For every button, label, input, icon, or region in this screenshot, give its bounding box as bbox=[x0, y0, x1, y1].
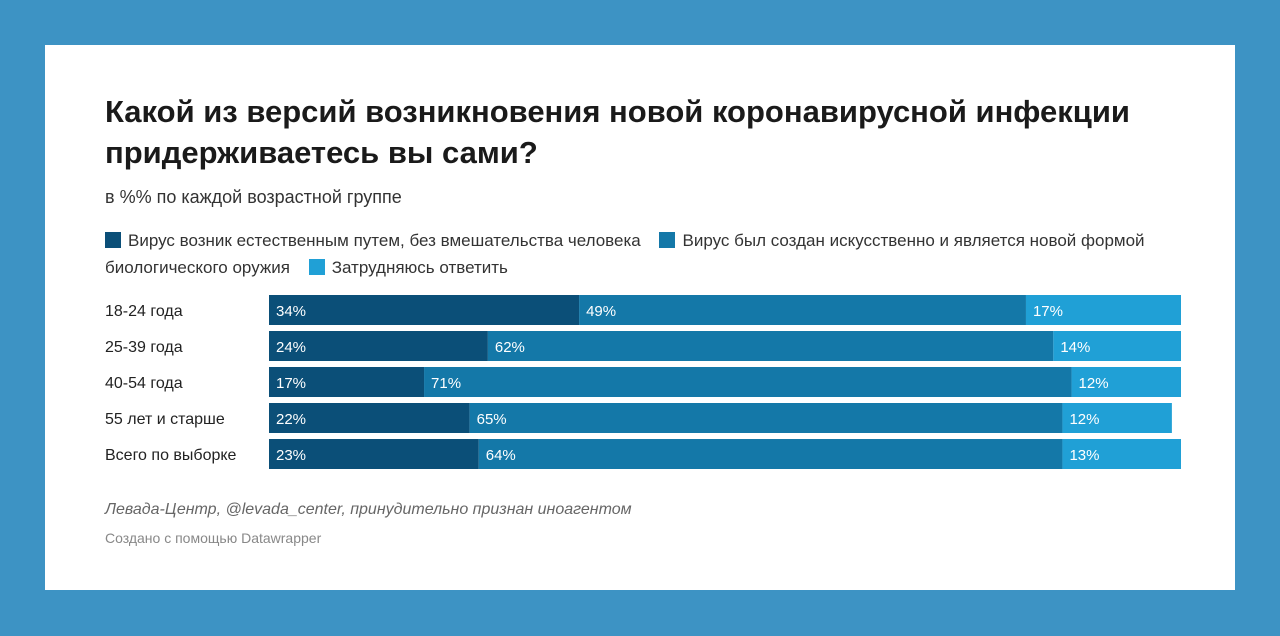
source-note: Левада-Центр, @levada_center, принудител… bbox=[105, 501, 632, 518]
bar-value-label: 14% bbox=[1060, 339, 1090, 356]
bar-segment-natural bbox=[269, 439, 479, 469]
bar-segment-artificial bbox=[424, 367, 1072, 397]
bar-value-label: 17% bbox=[276, 375, 306, 392]
bar-segment-natural bbox=[269, 295, 580, 325]
bar-segment-artificial bbox=[579, 295, 1026, 325]
bar-segment-unsure bbox=[1025, 295, 1181, 325]
bar-value-label: 34% bbox=[276, 303, 306, 320]
bar-value-label: 23% bbox=[276, 447, 306, 464]
bar-segment-artificial bbox=[478, 439, 1063, 469]
bar-value-label: 65% bbox=[477, 411, 507, 428]
bar-segment-unsure bbox=[1053, 331, 1181, 361]
bar-segment-artificial bbox=[469, 403, 1063, 433]
bar-value-label: 13% bbox=[1069, 447, 1099, 464]
category-label: Всего по выборке bbox=[105, 447, 237, 464]
chart-subtitle: в %% по каждой возрастной группе bbox=[105, 187, 402, 207]
chart-legend: Вирус возник естественным путем, без вме… bbox=[105, 227, 1165, 281]
legend-swatch-natural bbox=[105, 232, 121, 248]
bar-value-label: 17% bbox=[1033, 303, 1063, 320]
bar-value-label: 12% bbox=[1079, 375, 1109, 392]
stacked-bar-chart: 18-24 года 34% 49% 17% 25-39 года 24% 62% 14% 40… bbox=[105, 295, 1181, 469]
legend-swatch-unsure bbox=[308, 259, 325, 275]
bar-value-label: 49% bbox=[586, 303, 616, 320]
bar-value-label: 64% bbox=[486, 447, 516, 464]
bar-segment-unsure bbox=[1062, 439, 1181, 469]
bar-segment-unsure bbox=[1071, 367, 1181, 397]
legend-swatch-artificial bbox=[659, 232, 676, 248]
category-label: 25-39 года bbox=[105, 339, 183, 356]
legend-label-unsure: Затрудняюсь ответить bbox=[331, 258, 508, 277]
bar-segment-natural bbox=[269, 331, 488, 361]
bar-value-label: 71% bbox=[431, 375, 461, 392]
category-label: 55 лет и старше bbox=[105, 411, 225, 428]
legend-item-natural: Вирус возник естественным путем, без вме… bbox=[105, 231, 641, 250]
bar-value-label: 24% bbox=[276, 339, 306, 356]
bar-segment-natural bbox=[269, 367, 425, 397]
bar-value-label: 22% bbox=[276, 411, 306, 428]
bar-value-label: 12% bbox=[1069, 411, 1099, 428]
bar-segment-natural bbox=[269, 403, 470, 433]
legend-item-artificial: Вирус был создан искусственно и является… bbox=[105, 231, 1145, 277]
category-label: 18-24 года bbox=[105, 303, 183, 320]
legend-label-natural: Вирус возник естественным путем, без вме… bbox=[128, 231, 641, 250]
credit-note: Создано с помощью Datawrapper bbox=[105, 530, 322, 546]
bar-segment-unsure bbox=[1062, 403, 1172, 433]
legend-item-unsure: Затрудняюсь ответить bbox=[308, 258, 508, 277]
category-label: 40-54 года bbox=[105, 375, 183, 392]
chart-title: Какой из версий возникновения новой коро… bbox=[105, 94, 1130, 170]
chart-card: Какой из версий возникновения новой коро… bbox=[45, 45, 1235, 590]
bar-value-label: 62% bbox=[495, 339, 525, 356]
legend-label-artificial: Вирус был создан искусственно и является… bbox=[105, 231, 1145, 277]
bar-segment-artificial bbox=[487, 331, 1054, 361]
